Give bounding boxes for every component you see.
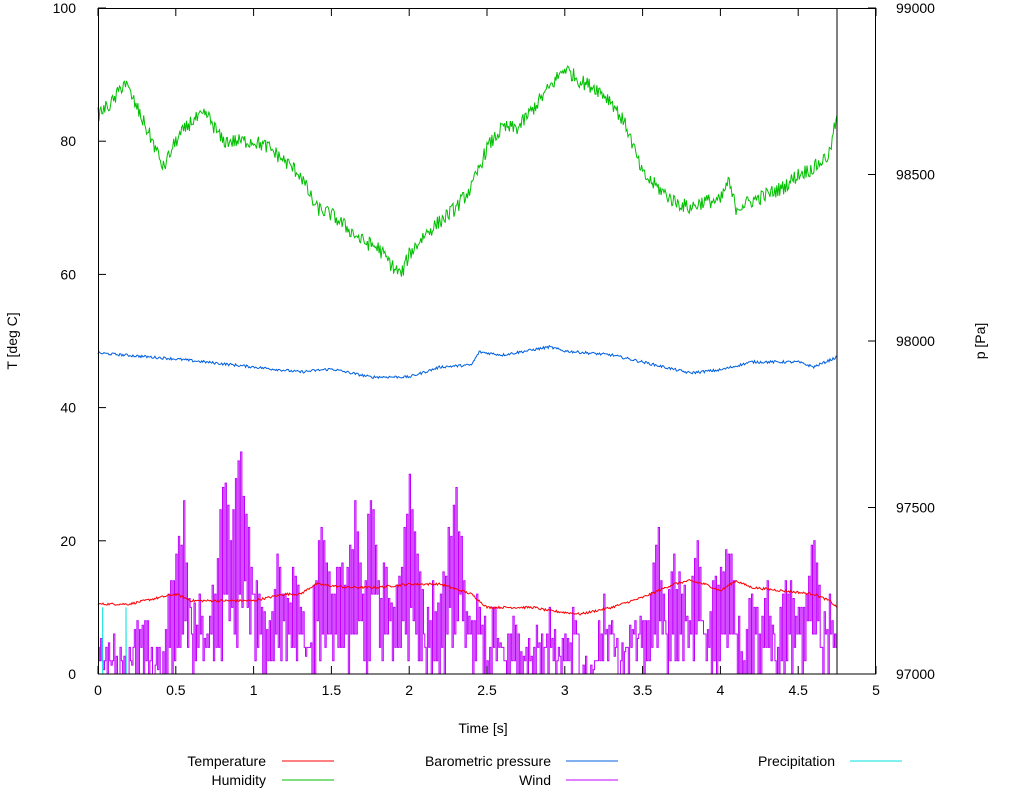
y2-axis-label: p [Pa]	[972, 323, 988, 360]
legend: Temperature Humidity Barometric pressure Wi…	[187, 753, 902, 788]
y2-tick-label: 97500	[896, 500, 935, 516]
y-axis-label: T [deg C]	[4, 312, 20, 369]
x-tick-label: 2.5	[477, 682, 497, 698]
plot-border	[98, 8, 876, 675]
ticks-layer: 0 0.5 1 1.5 2 2.5 3 3.5 4 4.5 5 0 20 40 60 80 100 97000 97…	[53, 0, 936, 698]
y-tick-label: 80	[60, 133, 76, 149]
x-tick-label: 1	[250, 682, 258, 698]
x-tick-label: 0	[94, 682, 102, 698]
x-tick-label: 2	[405, 682, 413, 698]
series-layer	[97, 65, 838, 675]
y2-tick-label: 98000	[896, 333, 935, 349]
x-tick-label: 1.5	[322, 682, 342, 698]
y2-tick-label: 99000	[896, 0, 935, 16]
series-line-barometric-pressure	[97, 344, 838, 380]
legend-label: Barometric pressure	[425, 753, 551, 769]
legend-label: Wind	[519, 772, 551, 788]
series-line-temperature	[97, 579, 838, 616]
x-tick-label: 3.5	[633, 682, 653, 698]
x-tick-label: 0.5	[166, 682, 186, 698]
x-tick-label: 3	[561, 682, 569, 698]
x-tick-label: 4.5	[788, 682, 808, 698]
series-line-wind	[98, 451, 838, 675]
y-tick-label: 40	[60, 400, 76, 416]
y-tick-label: 20	[60, 533, 76, 549]
x-axis-label: Time [s]	[458, 720, 507, 736]
y2-tick-label: 97000	[896, 666, 935, 682]
series-line-humidity	[97, 65, 838, 277]
y-tick-label: 60	[60, 266, 76, 282]
x-tick-label: 4	[717, 682, 725, 698]
y2-tick-label: 98500	[896, 167, 935, 183]
y-tick-label: 100	[53, 0, 77, 16]
legend-label: Humidity	[212, 772, 266, 788]
y-tick-label: 0	[68, 666, 76, 682]
legend-label: Temperature	[187, 753, 266, 769]
legend-label: Precipitation	[758, 753, 835, 769]
x-tick-label: 5	[872, 682, 880, 698]
